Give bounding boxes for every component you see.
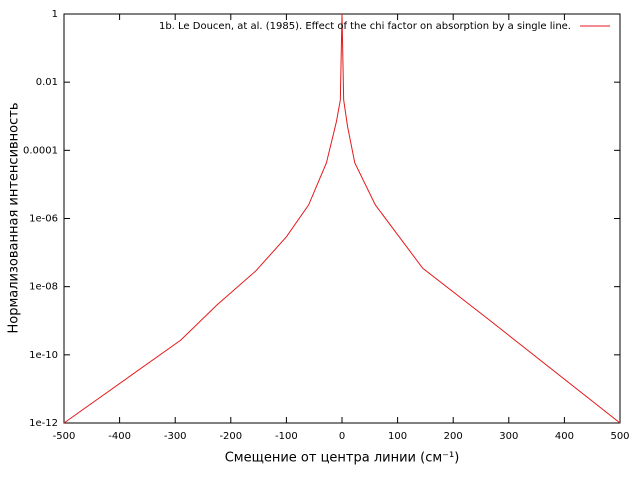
x-tick-label: 300	[499, 431, 518, 442]
x-tick-label: 200	[444, 431, 463, 442]
x-tick-label: 0	[339, 431, 345, 442]
y-tick-label: 1e-08	[29, 282, 58, 293]
y-tick-label: 1e-12	[29, 418, 58, 429]
y-tick-label: 1	[52, 9, 58, 20]
x-tick-label: 400	[555, 431, 574, 442]
y-tick-label: 1e-06	[29, 214, 58, 225]
x-tick-label: -400	[108, 431, 131, 442]
x-tick-label: -500	[53, 431, 76, 442]
x-tick-label: -300	[164, 431, 187, 442]
y-tick-label: 0.0001	[23, 145, 58, 156]
x-tick-label: -200	[219, 431, 242, 442]
y-tick-label: 1e-10	[29, 350, 58, 361]
legend-label: 1b. Le Doucen, at al. (1985). Effect of …	[159, 21, 571, 32]
series-line	[63, 13, 621, 424]
plot-border	[63, 13, 621, 424]
x-tick-label: 100	[388, 431, 407, 442]
x-tick-label: 500	[610, 431, 629, 442]
x-axis-label: Смещение от центра линии (см⁻¹)	[225, 451, 460, 466]
y-tick-label: 0.01	[36, 77, 58, 88]
x-tick-label: -100	[275, 431, 298, 442]
y-axis-label: Нормализованная интенсивность	[7, 102, 22, 333]
